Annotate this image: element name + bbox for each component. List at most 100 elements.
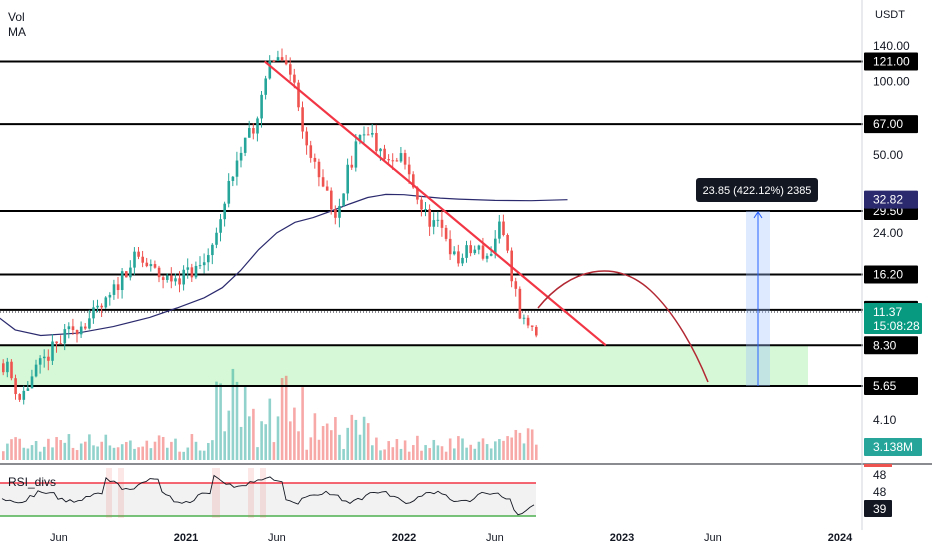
- candle[interactable]: [108, 294, 112, 298]
- candle[interactable]: [432, 220, 436, 227]
- candle[interactable]: [239, 152, 243, 161]
- candle[interactable]: [407, 164, 411, 175]
- volume-bar[interactable]: [436, 445, 440, 460]
- volume-bar[interactable]: [498, 439, 501, 460]
- volume-bar[interactable]: [264, 424, 267, 460]
- candle[interactable]: [43, 356, 46, 359]
- volume-bar[interactable]: [477, 441, 481, 460]
- volume-bar[interactable]: [112, 447, 116, 460]
- price-tick-label[interactable]: 100.00: [873, 75, 910, 89]
- candle[interactable]: [38, 358, 42, 365]
- candle[interactable]: [149, 264, 153, 267]
- volume-bar[interactable]: [145, 440, 149, 460]
- volume-bar[interactable]: [248, 416, 251, 460]
- volume-bar[interactable]: [432, 439, 436, 460]
- time-tick-label[interactable]: 2022: [392, 532, 416, 544]
- candle[interactable]: [194, 265, 198, 278]
- candle[interactable]: [375, 132, 378, 152]
- volume-bar[interactable]: [141, 446, 144, 460]
- candle[interactable]: [424, 209, 427, 211]
- candle[interactable]: [481, 245, 485, 259]
- projection-arc[interactable]: [537, 270, 709, 383]
- volume-bar[interactable]: [321, 426, 325, 460]
- volume-bar[interactable]: [51, 447, 54, 460]
- volume-bar[interactable]: [198, 450, 202, 460]
- candle[interactable]: [202, 262, 206, 266]
- candle[interactable]: [63, 329, 67, 344]
- candle[interactable]: [489, 253, 493, 256]
- candle[interactable]: [522, 317, 526, 319]
- volume-legend[interactable]: Vol MA: [8, 10, 26, 40]
- candle[interactable]: [379, 148, 382, 152]
- volume-bar[interactable]: [481, 438, 485, 460]
- candle[interactable]: [79, 326, 83, 335]
- candle[interactable]: [477, 245, 481, 250]
- candle[interactable]: [383, 148, 386, 160]
- volume-bar[interactable]: [342, 448, 345, 460]
- candle[interactable]: [260, 94, 263, 119]
- volume-bar[interactable]: [182, 451, 185, 460]
- level-label-box[interactable]: [864, 115, 918, 134]
- rsi-divergence-marker[interactable]: [248, 468, 254, 518]
- volume-bar[interactable]: [170, 441, 173, 460]
- volume-bar[interactable]: [14, 437, 17, 460]
- volume-bar[interactable]: [494, 441, 497, 460]
- candle[interactable]: [207, 255, 210, 263]
- candle[interactable]: [338, 205, 341, 218]
- volume-bar[interactable]: [219, 383, 222, 460]
- volume-bar[interactable]: [215, 381, 218, 460]
- volume-bar[interactable]: [137, 447, 140, 460]
- rsi-legend[interactable]: RSI_divs: [8, 475, 57, 489]
- volume-bar[interactable]: [96, 446, 99, 460]
- volume-bar[interactable]: [416, 435, 419, 460]
- measure-label[interactable]: 23.85 (422.12%) 2385: [703, 185, 812, 197]
- candle[interactable]: [305, 131, 308, 146]
- volume-bar[interactable]: [350, 414, 354, 460]
- level-label-box[interactable]: [864, 265, 918, 284]
- candle[interactable]: [518, 288, 522, 319]
- volume-bar[interactable]: [375, 437, 378, 460]
- candle[interactable]: [395, 160, 399, 162]
- candle[interactable]: [153, 264, 157, 268]
- volume-bar[interactable]: [297, 431, 300, 460]
- candle[interactable]: [301, 107, 304, 132]
- support-zone[interactable]: [0, 345, 808, 387]
- candle[interactable]: [317, 161, 321, 178]
- volume-bar[interactable]: [63, 442, 67, 460]
- volume-bar[interactable]: [116, 447, 120, 460]
- candle[interactable]: [51, 341, 54, 361]
- volume-bar[interactable]: [178, 451, 181, 460]
- volume-bar[interactable]: [489, 448, 493, 460]
- price-tick-label[interactable]: 4.10: [873, 413, 897, 427]
- volume-bar[interactable]: [420, 450, 423, 460]
- candle[interactable]: [215, 232, 218, 245]
- volume-bar[interactable]: [92, 445, 95, 460]
- candle[interactable]: [235, 160, 239, 177]
- volume-bar[interactable]: [30, 445, 34, 460]
- candle[interactable]: [157, 267, 161, 278]
- level-label[interactable]: 16.20: [873, 267, 903, 281]
- candle[interactable]: [190, 267, 194, 278]
- volume-bar[interactable]: [79, 443, 83, 460]
- volume-bar[interactable]: [502, 440, 505, 460]
- ma-value-badge[interactable]: 32.82: [873, 193, 903, 207]
- volume-bar[interactable]: [391, 447, 395, 460]
- candle[interactable]: [112, 284, 116, 295]
- volume-bar[interactable]: [239, 426, 243, 460]
- volume-bar[interactable]: [2, 451, 5, 460]
- candle[interactable]: [272, 60, 276, 62]
- volume-bar[interactable]: [387, 441, 390, 460]
- candle[interactable]: [182, 269, 185, 285]
- time-tick-label[interactable]: 2023: [610, 532, 634, 544]
- candle[interactable]: [342, 193, 345, 206]
- time-tick-label[interactable]: 2021: [174, 532, 198, 544]
- volume-bar[interactable]: [334, 417, 337, 460]
- volume-bar[interactable]: [100, 441, 103, 460]
- candle[interactable]: [133, 251, 136, 268]
- candle[interactable]: [268, 60, 272, 79]
- volume-bar[interactable]: [448, 438, 452, 460]
- candle[interactable]: [219, 219, 222, 233]
- level-label-box[interactable]: [864, 52, 918, 71]
- volume-bar[interactable]: [223, 431, 226, 460]
